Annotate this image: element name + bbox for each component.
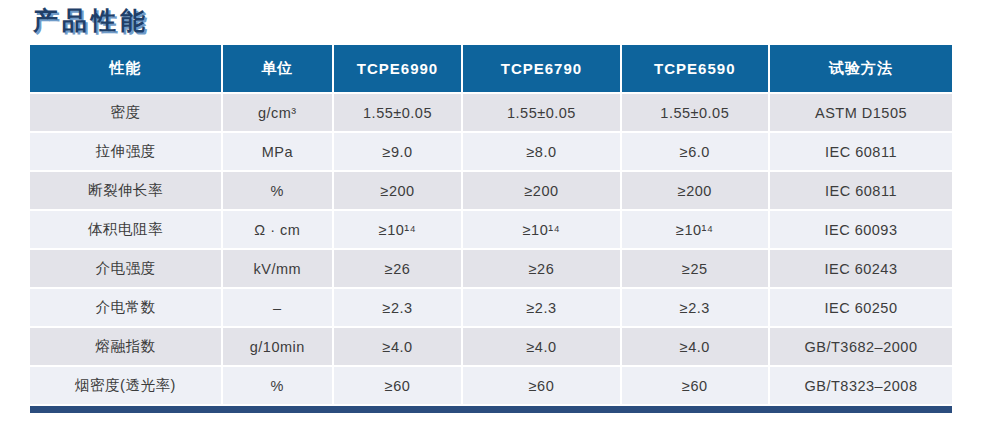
unit-cell: MPa [223,133,332,170]
value-cell: ≥2.3 [463,289,619,326]
method-cell: GB/T8323–2008 [770,367,952,404]
method-cell: IEC 60811 [770,172,952,209]
property-cell: 介电常数 [30,289,221,326]
property-cell: 介电强度 [30,250,221,287]
property-cell: 断裂伸长率 [30,172,221,209]
value-cell: ≥4.0 [463,328,619,365]
property-cell: 熔融指数 [30,328,221,365]
value-cell: ≥25 [622,250,768,287]
unit-cell: kV/mm [223,250,332,287]
value-cell: ≥10¹⁴ [334,211,462,248]
method-cell: IEC 60243 [770,250,952,287]
value-cell: ≥200 [334,172,462,209]
property-cell: 烟密度(透光率) [30,367,221,404]
page-title: 产品性能 [33,4,149,37]
unit-cell: g/cm³ [223,94,332,131]
value-cell: ≥2.3 [334,289,462,326]
unit-cell: – [223,289,332,326]
unit-cell: % [223,367,332,404]
col-header-performance: 性能 [30,45,221,92]
table-grid: 性能 单位 TCPE6990 TCPE6790 TCPE6590 试验方法 密度… [30,45,952,404]
value-cell: ≥26 [334,250,462,287]
value-cell: 1.55±0.05 [622,94,768,131]
method-cell: IEC 60811 [770,133,952,170]
value-cell: ≥9.0 [334,133,462,170]
unit-cell: g/10min [223,328,332,365]
method-cell: IEC 60250 [770,289,952,326]
value-cell: ≥60 [463,367,619,404]
col-header-tcpe6990: TCPE6990 [334,45,462,92]
method-cell: IEC 60093 [770,211,952,248]
col-header-tcpe6790: TCPE6790 [463,45,619,92]
method-cell: GB/T3682–2000 [770,328,952,365]
value-cell: ≥10¹⁴ [463,211,619,248]
value-cell: ≥60 [622,367,768,404]
value-cell: ≥4.0 [622,328,768,365]
unit-cell: % [223,172,332,209]
method-cell: ASTM D1505 [770,94,952,131]
col-header-test-method: 试验方法 [770,45,952,92]
value-cell: ≥6.0 [622,133,768,170]
value-cell: ≥10¹⁴ [622,211,768,248]
unit-cell: Ω · cm [223,211,332,248]
property-cell: 拉伸强度 [30,133,221,170]
col-header-unit: 单位 [223,45,332,92]
product-performance-table: 性能 单位 TCPE6990 TCPE6790 TCPE6590 试验方法 密度… [30,45,952,413]
table-bottom-border [30,406,952,413]
property-cell: 密度 [30,94,221,131]
value-cell: ≥8.0 [463,133,619,170]
value-cell: ≥26 [463,250,619,287]
value-cell: ≥200 [463,172,619,209]
value-cell: ≥2.3 [622,289,768,326]
col-header-tcpe6590: TCPE6590 [622,45,768,92]
value-cell: 1.55±0.05 [334,94,462,131]
value-cell: 1.55±0.05 [463,94,619,131]
value-cell: ≥60 [334,367,462,404]
value-cell: ≥200 [622,172,768,209]
value-cell: ≥4.0 [334,328,462,365]
property-cell: 体积电阻率 [30,211,221,248]
